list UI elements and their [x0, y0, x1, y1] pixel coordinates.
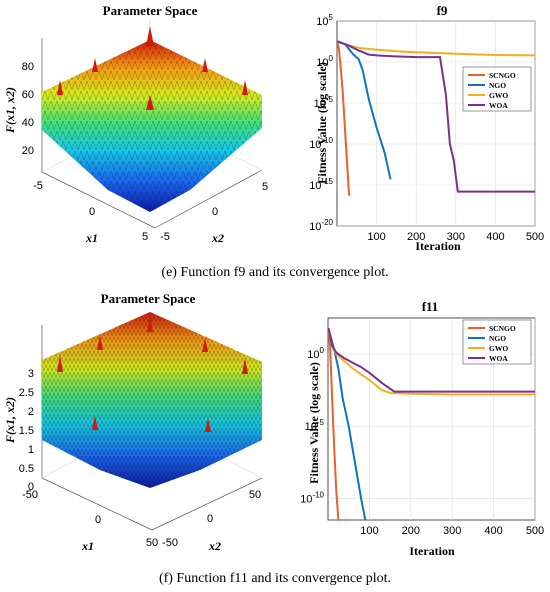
surface-plot-e: Parameter Space 80 60 40 20 F(x1, x2) -5…	[3, 3, 268, 245]
z-axis-label: F(x1, x2)	[3, 87, 17, 134]
z-tick: 60	[22, 89, 34, 101]
y-tick-label: 10-20	[309, 218, 333, 233]
x-axis-label-f11: Iteration	[409, 544, 455, 558]
z-tick: 20	[22, 145, 34, 157]
x1-tick: 0	[95, 514, 101, 526]
chart-title-f11: f11	[422, 299, 439, 314]
y-tick-label: 10-10	[300, 490, 324, 505]
surface-plot-f: Parameter Space 3 2.5 2 1.5 1 0.5 0 F(x1…	[3, 291, 263, 553]
x1-tick: -5	[33, 180, 43, 192]
x-tick-label: 300	[447, 231, 465, 243]
x-tick-label: 500	[526, 231, 544, 243]
z-tick: 0	[28, 481, 34, 493]
x2-tick: 0	[212, 206, 218, 218]
x-axis-label-f9: Iteration	[415, 239, 461, 253]
caption-e: (e) Function f9 and its convergence plot…	[161, 265, 388, 280]
surface-title-f: Parameter Space	[101, 291, 196, 306]
x-tick-label: 200	[402, 525, 420, 537]
x-tick-label: 400	[484, 525, 502, 537]
z-tick: 1	[28, 444, 34, 456]
y-axis-label-f11: Fitness Value (log scale)	[307, 362, 321, 484]
x-tick-label: 500	[526, 525, 544, 537]
x1-tick: 50	[146, 537, 158, 549]
z-tick: 40	[22, 117, 34, 129]
x1-tick: -50	[22, 489, 38, 501]
y-tick-label: 105	[316, 13, 333, 28]
x2-axis-label: x2	[208, 539, 221, 553]
series-line-scngo	[337, 41, 351, 196]
z-tick: 80	[22, 61, 34, 73]
legend-label: WOA	[489, 354, 508, 363]
x2-tick: 50	[249, 489, 261, 501]
x2-tick: -50	[162, 537, 178, 549]
z-tick: 2	[28, 406, 34, 418]
x1-axis-label: x1	[85, 231, 98, 245]
legend-label: GWO	[489, 91, 508, 100]
y-tick-label: 100	[316, 54, 333, 69]
series-line-woa	[328, 327, 535, 393]
x2-tick: 0	[207, 513, 213, 525]
legend-label: GWO	[489, 344, 508, 353]
series-line-woa	[337, 40, 535, 193]
z-tick: 2.5	[19, 387, 34, 399]
y-tick-label: 10-15	[309, 177, 333, 192]
x1-axis-label: x1	[81, 539, 94, 553]
series-line-ngo	[337, 40, 392, 180]
series-line-scngo	[328, 328, 340, 520]
x-tick-label: 200	[407, 231, 425, 243]
series-line-gwo	[337, 40, 535, 57]
x1-tick: 5	[142, 231, 148, 243]
y-axis-label-f9: Fitness Value (log scale)	[315, 62, 329, 184]
y-tick-label: 10-5	[314, 95, 334, 110]
legend-label: SCNGO	[489, 71, 516, 80]
y-tick-label: 10-10	[309, 136, 333, 151]
y-tick-label: 100	[307, 346, 324, 361]
convergence-plot-f9: f9 Fitness Value (log scale) Iteration 1…	[309, 3, 544, 253]
plot-area	[336, 20, 536, 227]
z-axis-label: F(x1, x2)	[3, 397, 17, 444]
x-tick-label: 100	[367, 231, 385, 243]
chart-title-f9: f9	[437, 3, 448, 18]
x2-axis-label: x2	[211, 231, 224, 245]
y-tick-label: 10-5	[305, 418, 325, 433]
z-tick: 3	[28, 368, 34, 380]
x1-tick: 0	[89, 206, 95, 218]
z-tick: 1.5	[19, 425, 34, 437]
legend-label: SCNGO	[489, 324, 516, 333]
legend-label: WOA	[489, 101, 508, 110]
caption-f: (f) Function f11 and its convergence plo…	[159, 571, 391, 586]
legend-label: NGO	[489, 334, 506, 343]
x-tick-label: 300	[443, 525, 461, 537]
x-tick-label: 100	[360, 525, 378, 537]
convergence-plot-f11: f11 Fitness Value (log scale) Iteration …	[300, 299, 544, 558]
surface-title-e: Parameter Space	[103, 3, 198, 18]
legend-label: NGO	[489, 81, 506, 90]
x-tick-label: 400	[486, 231, 504, 243]
x2-tick: 5	[262, 181, 268, 193]
x2-tick: -5	[160, 231, 170, 243]
z-tick: 0.5	[19, 463, 34, 475]
